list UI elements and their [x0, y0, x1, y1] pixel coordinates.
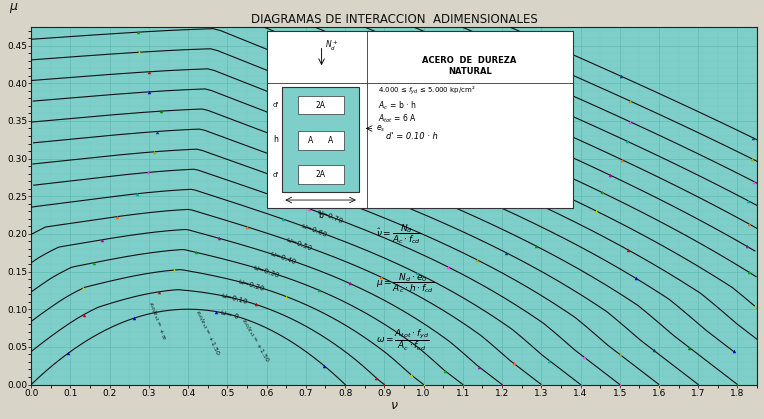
- Text: $\omega = \dfrac{A_{tot} \cdot f_{yd}}{A_c \cdot f_{cd}}$: $\omega = \dfrac{A_{tot} \cdot f_{yd}}{A…: [377, 328, 430, 353]
- Text: $\mu = \dfrac{N_d \cdot e_0}{A_c \cdot h \cdot f_{cd}}$: $\mu = \dfrac{N_d \cdot e_0}{A_c \cdot h…: [377, 272, 435, 295]
- Text: NATURAL: NATURAL: [448, 67, 491, 76]
- Text: A: A: [308, 136, 313, 145]
- Text: ω=0.50: ω=0.50: [285, 236, 312, 252]
- Title: DIAGRAMAS DE INTERACCION  ADIMENSIONALES: DIAGRAMAS DE INTERACCION ADIMENSIONALES: [251, 13, 538, 26]
- Bar: [267, 31, 573, 207]
- Text: 2A: 2A: [316, 170, 325, 179]
- Text: ACERO  DE  DUREZA: ACERO DE DUREZA: [422, 56, 517, 65]
- Text: 4.000 ≤ $f_{yd}$ ≤ 5.000 kp/cm²: 4.000 ≤ $f_{yd}$ ≤ 5.000 kp/cm²: [378, 85, 476, 97]
- Bar: [298, 165, 344, 184]
- Text: d': d': [272, 171, 278, 178]
- X-axis label: ν: ν: [390, 399, 397, 412]
- Y-axis label: μ: μ: [9, 0, 17, 13]
- Text: ω=0.90: ω=0.90: [348, 181, 376, 197]
- Text: ω= 0: ω= 0: [220, 309, 240, 320]
- Text: d': d': [272, 102, 278, 108]
- Text: ω=0.20: ω=0.20: [237, 278, 264, 292]
- Text: $\varepsilon_{c0}/\varepsilon_{s1}=+1.50$: $\varepsilon_{c0}/\varepsilon_{s1}=+1.50…: [238, 317, 271, 365]
- Bar: [283, 87, 359, 192]
- Text: ω=0.60: ω=0.60: [300, 222, 329, 238]
- Text: $\varepsilon_{c0}/\varepsilon_{s1}=+\infty$: $\varepsilon_{c0}/\varepsilon_{s1}=+\inf…: [146, 300, 168, 342]
- Text: 2A: 2A: [316, 101, 325, 109]
- Text: ω=1.00: ω=1.00: [364, 167, 392, 184]
- Bar: [298, 96, 344, 114]
- Text: $\varepsilon_{c0}/\varepsilon_{s1}=+1.50$: $\varepsilon_{c0}/\varepsilon_{s1}=+1.50…: [193, 308, 222, 357]
- Text: b: b: [318, 211, 323, 220]
- Text: ω=0.10: ω=0.10: [221, 292, 249, 305]
- Text: h: h: [274, 135, 278, 144]
- Text: A: A: [328, 136, 333, 145]
- Text: $N_d^+$: $N_d^+$: [325, 39, 339, 53]
- Text: ω=0.80: ω=0.80: [332, 195, 360, 211]
- Text: $A_{tot}$ = 6 A: $A_{tot}$ = 6 A: [378, 112, 417, 125]
- Text: $\hat{\nu} = \dfrac{N_d}{A_c \cdot f_{cd}}$: $\hat{\nu} = \dfrac{N_d}{A_c \cdot f_{cd…: [377, 222, 422, 246]
- Text: $A_c$ = b · h: $A_c$ = b · h: [378, 100, 417, 112]
- Text: ω=0.30: ω=0.30: [253, 264, 280, 279]
- Text: ω=0.40: ω=0.40: [269, 250, 296, 265]
- Bar: [298, 132, 344, 150]
- Text: ω=0.70: ω=0.70: [316, 209, 345, 225]
- Text: $e_s$: $e_s$: [377, 123, 386, 134]
- Text: d' = 0.10 · h: d' = 0.10 · h: [387, 132, 438, 140]
